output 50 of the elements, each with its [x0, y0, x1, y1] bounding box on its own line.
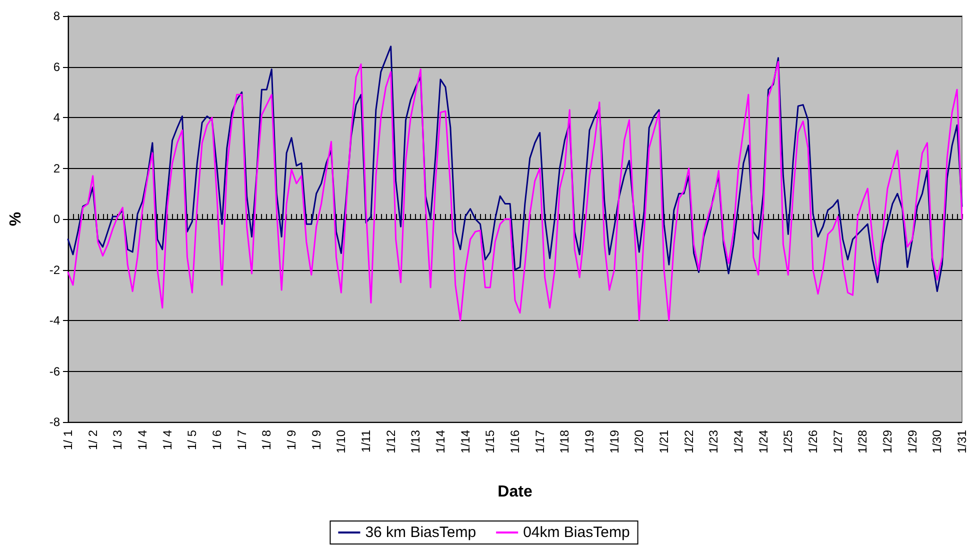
y-tick-label: 6 — [53, 60, 60, 74]
x-tick-label: 1/ 5 — [185, 430, 200, 450]
x-tick-label: 1/11 — [359, 430, 373, 452]
x-tick-label: 1/14 — [458, 430, 472, 454]
x-tick-label: 1/ 4 — [160, 430, 174, 450]
x-tick-label: 1/29 — [880, 430, 894, 454]
y-tick-label: -6 — [49, 364, 60, 378]
x-tick-label: 1/ 9 — [284, 430, 298, 450]
x-tick-label: 1/ 1 — [61, 430, 75, 450]
x-tick-label: 1/19 — [607, 430, 622, 454]
x-tick-label: 1/19 — [582, 430, 596, 454]
x-tick-label: 1/18 — [558, 430, 572, 454]
x-tick-label: 1/30 — [930, 430, 944, 454]
x-tick-label: 1/24 — [732, 430, 746, 454]
x-tick-label: 1/14 — [434, 430, 448, 454]
x-tick-label: 1/25 — [781, 430, 796, 454]
x-tick-label: 1/20 — [632, 430, 646, 454]
x-tick-label: 1/23 — [706, 430, 721, 454]
y-tick-label: -8 — [49, 415, 60, 429]
x-tick-label: 1/10 — [334, 430, 348, 454]
y-tick-label: 0 — [53, 212, 60, 226]
x-tick-label: 1/24 — [756, 430, 770, 454]
y-tick-label: -2 — [49, 262, 60, 277]
x-tick-label: 1/ 9 — [309, 430, 324, 450]
x-tick-label: 1/15 — [483, 430, 498, 454]
y-tick-label: -4 — [49, 314, 60, 328]
x-tick-label: 1/ 2 — [86, 430, 100, 450]
x-tick-label: 1/17 — [532, 430, 547, 454]
x-tick-label: 1/22 — [682, 430, 696, 454]
x-tick-label: 1/ 6 — [210, 430, 224, 450]
x-tick-label: 1/29 — [905, 430, 920, 454]
legend-label: 36 km BiasTemp — [365, 524, 476, 541]
x-tick-label: 1/27 — [830, 430, 845, 454]
x-tick-label: 1/26 — [806, 430, 820, 454]
y-tick-label: 4 — [53, 110, 60, 124]
x-tick-label: 1/ 3 — [110, 430, 125, 450]
x-axis-title: Date — [498, 484, 532, 500]
x-tick-label: 1/31 — [955, 430, 968, 454]
x-tick-label: 1/28 — [856, 430, 870, 454]
x-tick-label: 1/ 8 — [260, 430, 274, 450]
y-tick-label: 2 — [53, 161, 60, 176]
y-axis-title: % — [8, 212, 24, 226]
x-tick-label: 1/ 4 — [136, 430, 150, 450]
x-tick-label: 1/16 — [508, 430, 522, 454]
x-tick-label: 1/21 — [657, 430, 671, 454]
legend-label: 04km BiasTemp — [523, 524, 630, 541]
y-tick-label: 8 — [53, 9, 60, 23]
x-tick-label: 1/13 — [408, 430, 423, 454]
x-tick-label: 1/ 7 — [234, 430, 249, 450]
x-tick-label: 1/12 — [384, 430, 398, 454]
